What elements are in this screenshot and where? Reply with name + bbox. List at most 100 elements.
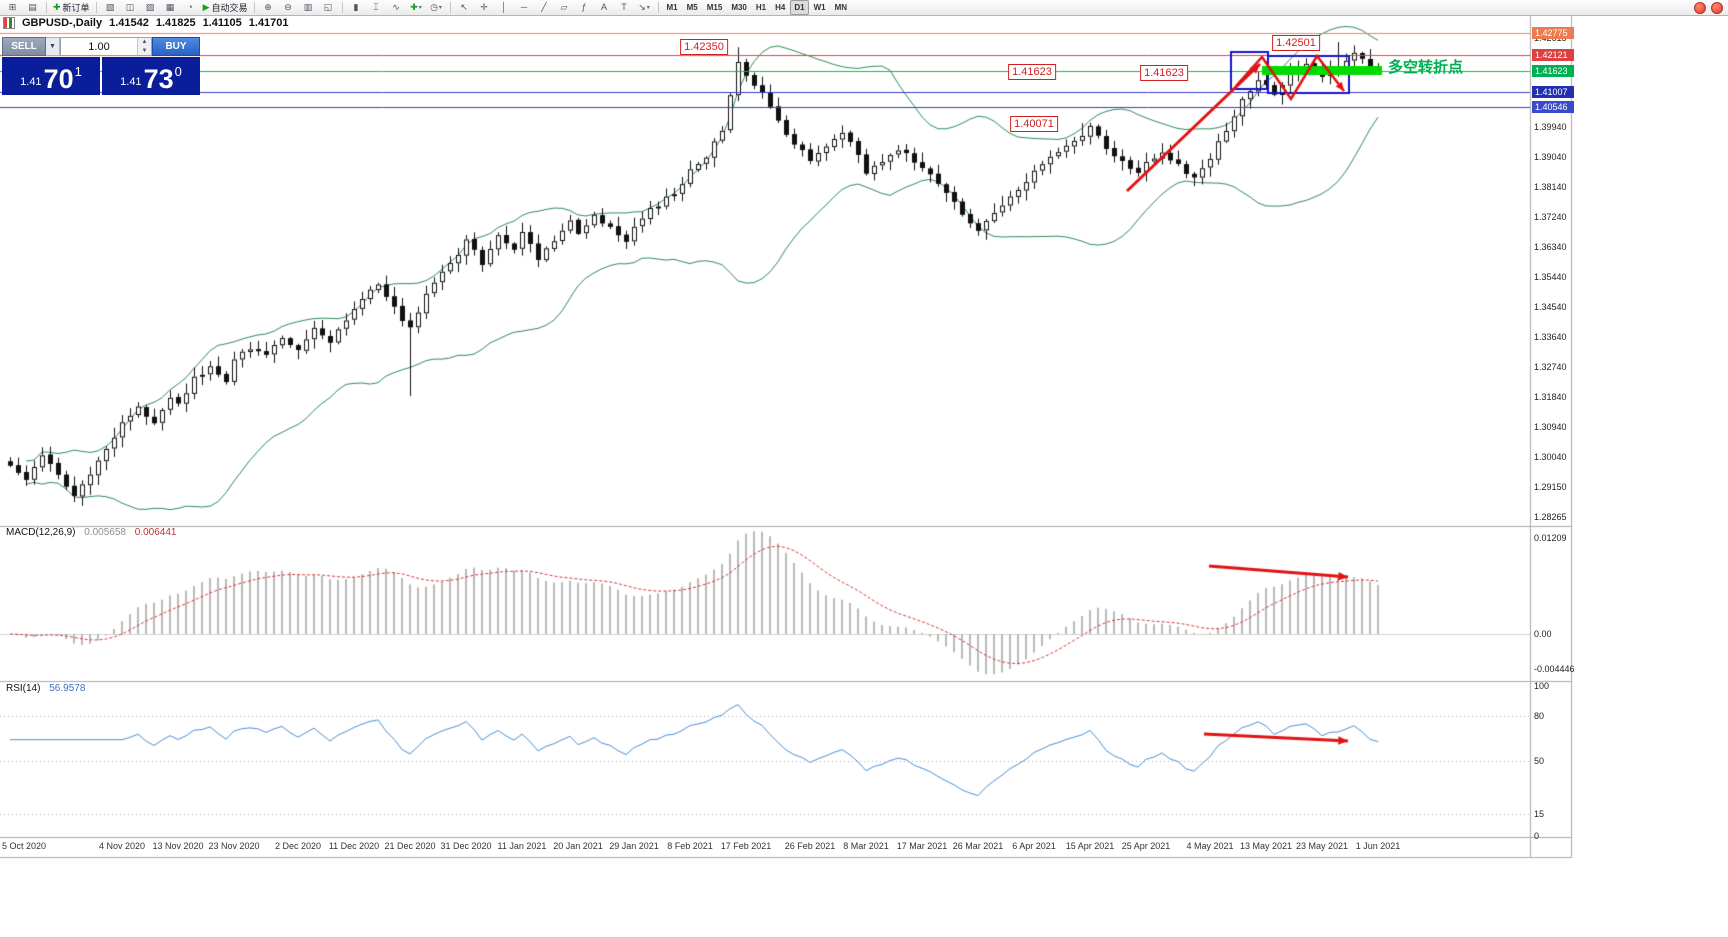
- date-axis-label: 15 Apr 2021: [1065, 841, 1115, 851]
- top-toolbar: ⊞ ▤ ✚ 新订单 ▧ ◫ ▨ ▦ ◔ ▶ 自动交易 ⊕ ⊖ ▥ ◱ ▮ ⌶ ∿ ✚ ▾ ◷ ▾ ↖ ✛ │ ─ ╱ ▱ ƒ A T ↘ ▾ M1…: [0, 0, 1728, 16]
- text-icon: A: [600, 2, 607, 12]
- price-callout-label[interactable]: 1.40071: [1010, 116, 1058, 132]
- timeframe-m1[interactable]: M1: [666, 3, 678, 12]
- date-axis-label: 26 Mar 2021: [952, 841, 1004, 851]
- timeframe-w1[interactable]: W1: [813, 3, 826, 12]
- arrows-icon[interactable]: ↘ ▾: [635, 1, 654, 14]
- label-icon[interactable]: T: [615, 1, 634, 14]
- date-axis-label: 2 Dec 2020: [274, 841, 322, 851]
- timeframe-m30[interactable]: M30: [731, 3, 747, 12]
- price-callout-label[interactable]: 1.42501: [1272, 35, 1320, 51]
- periods-icon: ◷: [430, 2, 438, 12]
- bid-prefix: 1.41: [20, 76, 42, 88]
- volume-down-icon[interactable]: ▼: [138, 46, 151, 55]
- horizontal-line-icon[interactable]: ─: [515, 1, 534, 14]
- sell-options-caret[interactable]: ▼: [46, 37, 60, 56]
- chevron-down-icon: ▾: [418, 5, 422, 11]
- timeframe-m15[interactable]: M15: [706, 3, 723, 12]
- navigator-icon[interactable]: ▨: [141, 1, 160, 14]
- fibonacci-icon[interactable]: ƒ: [575, 1, 594, 14]
- toolbar-separator: [657, 2, 659, 13]
- macd-axis-label: 0.00: [1534, 629, 1552, 639]
- channel-icon[interactable]: ▱: [555, 1, 574, 14]
- date-axis-label: 8 Feb 2021: [667, 841, 713, 851]
- rsi-axis-label: 50: [1534, 756, 1545, 766]
- ask-price-button[interactable]: 1.41 73 0: [102, 57, 200, 95]
- price-axis-badge: 1.41623: [1532, 65, 1574, 78]
- timeframe-mn[interactable]: MN: [834, 3, 848, 12]
- new-order-button-label: 新订单: [62, 3, 90, 13]
- timeframe-h1[interactable]: H1: [755, 3, 767, 12]
- volume-up-icon[interactable]: ▲: [138, 38, 151, 47]
- rsi-indicator-label: RSI(14) 56.9578: [6, 683, 85, 694]
- date-axis-label: 23 May 2021: [1295, 841, 1349, 851]
- trendline-icon: ╱: [541, 2, 547, 12]
- new-order-button[interactable]: ✚ 新订单: [51, 1, 92, 14]
- autotrading-button[interactable]: ▶ 自动交易: [201, 1, 250, 14]
- zoom-in-icon: ⊕: [264, 2, 272, 12]
- alert-icon-1[interactable]: [1694, 1, 1706, 14]
- market-watch-icon[interactable]: ▧: [101, 1, 120, 14]
- text-icon[interactable]: A: [595, 1, 614, 14]
- bar-chart-icon[interactable]: ▮: [347, 1, 366, 14]
- buy-button[interactable]: BUY: [152, 37, 200, 56]
- data-window-icon[interactable]: ◫: [121, 1, 140, 14]
- price-axis-badge: 1.40546: [1532, 101, 1574, 114]
- profiles-icon: ▤: [28, 2, 37, 12]
- timeframe-d1[interactable]: D1: [790, 0, 809, 15]
- autotrading-button-label: 自动交易: [211, 3, 248, 13]
- rsi-axis-label: 15: [1534, 808, 1545, 819]
- rsi-axis-label: 0: [1534, 831, 1540, 841]
- terminal-icon[interactable]: ▦: [161, 1, 180, 14]
- ohlc-high: 1.41825: [155, 17, 196, 29]
- date-axis-label: 20 Jan 2021: [553, 841, 603, 851]
- rsi-value: 56.9578: [49, 683, 86, 694]
- profiles-icon[interactable]: ▤: [23, 1, 42, 14]
- price-callout-label[interactable]: 1.42350: [680, 39, 728, 55]
- toolbar-separator: [46, 2, 47, 13]
- vertical-line-icon[interactable]: │: [495, 1, 514, 14]
- price-axis-label: 1.29150: [1534, 482, 1567, 493]
- cursor-icon[interactable]: ↖: [455, 1, 474, 14]
- bid-big-digits: 70: [43, 64, 74, 94]
- crosshair-icon[interactable]: ✛: [475, 1, 494, 14]
- zoom-in-icon[interactable]: ⊕: [259, 1, 278, 14]
- strategy-tester-icon[interactable]: ◔: [181, 1, 200, 14]
- indicators-icon[interactable]: ✚ ▾: [407, 1, 426, 14]
- timeframe-h4[interactable]: H4: [775, 3, 786, 12]
- date-axis-label: 31 Dec 2020: [440, 841, 492, 851]
- bar-chart-icon: ▮: [353, 2, 359, 12]
- zoom-out-icon[interactable]: ⊖: [279, 1, 298, 14]
- volume-input[interactable]: [61, 38, 137, 55]
- autotrading-button: ▶: [202, 2, 210, 12]
- toolbar-separator: [449, 2, 451, 13]
- ohlc-low: 1.41105: [202, 17, 242, 29]
- date-axis-label: 13 May 2021: [1239, 841, 1293, 851]
- price-axis-label: 1.33640: [1534, 332, 1567, 343]
- price-axis-label: 1.39940: [1534, 122, 1567, 133]
- line-chart-icon[interactable]: ∿: [387, 1, 406, 14]
- sell-button[interactable]: SELL: [2, 37, 46, 56]
- indicators-icon: ✚: [410, 2, 418, 12]
- new-chart-icon[interactable]: ⊞: [3, 1, 22, 14]
- alert-icon-2[interactable]: [1711, 1, 1723, 14]
- date-axis-label: 4 May 2021: [1186, 841, 1234, 851]
- bid-price-button[interactable]: 1.41 70 1: [2, 57, 100, 95]
- price-callout-label[interactable]: 1.41623: [1008, 64, 1056, 80]
- zoom-out-icon: ⊖: [284, 2, 292, 12]
- chart-title: GBPUSD-,Daily 1.41542 1.41825 1.41105 1.…: [3, 17, 289, 29]
- cascade-windows-icon[interactable]: ◱: [319, 1, 338, 14]
- candlestick-chart-icon[interactable]: ⌶: [367, 1, 386, 14]
- tile-windows-icon[interactable]: ▥: [299, 1, 318, 14]
- date-axis-label: 13 Nov 2020: [152, 841, 204, 851]
- vertical-line-icon: │: [501, 2, 507, 12]
- turning-point-note[interactable]: 多空转折点: [1388, 59, 1464, 76]
- price-callout-label[interactable]: 1.41623: [1140, 65, 1188, 81]
- volume-stepper[interactable]: ▲ ▼: [137, 38, 151, 55]
- periods-icon[interactable]: ◷ ▾: [427, 1, 446, 14]
- trendline-icon[interactable]: ╱: [535, 1, 554, 14]
- timeframe-m5[interactable]: M5: [686, 3, 698, 12]
- date-axis-label: 21 Dec 2020: [384, 841, 436, 851]
